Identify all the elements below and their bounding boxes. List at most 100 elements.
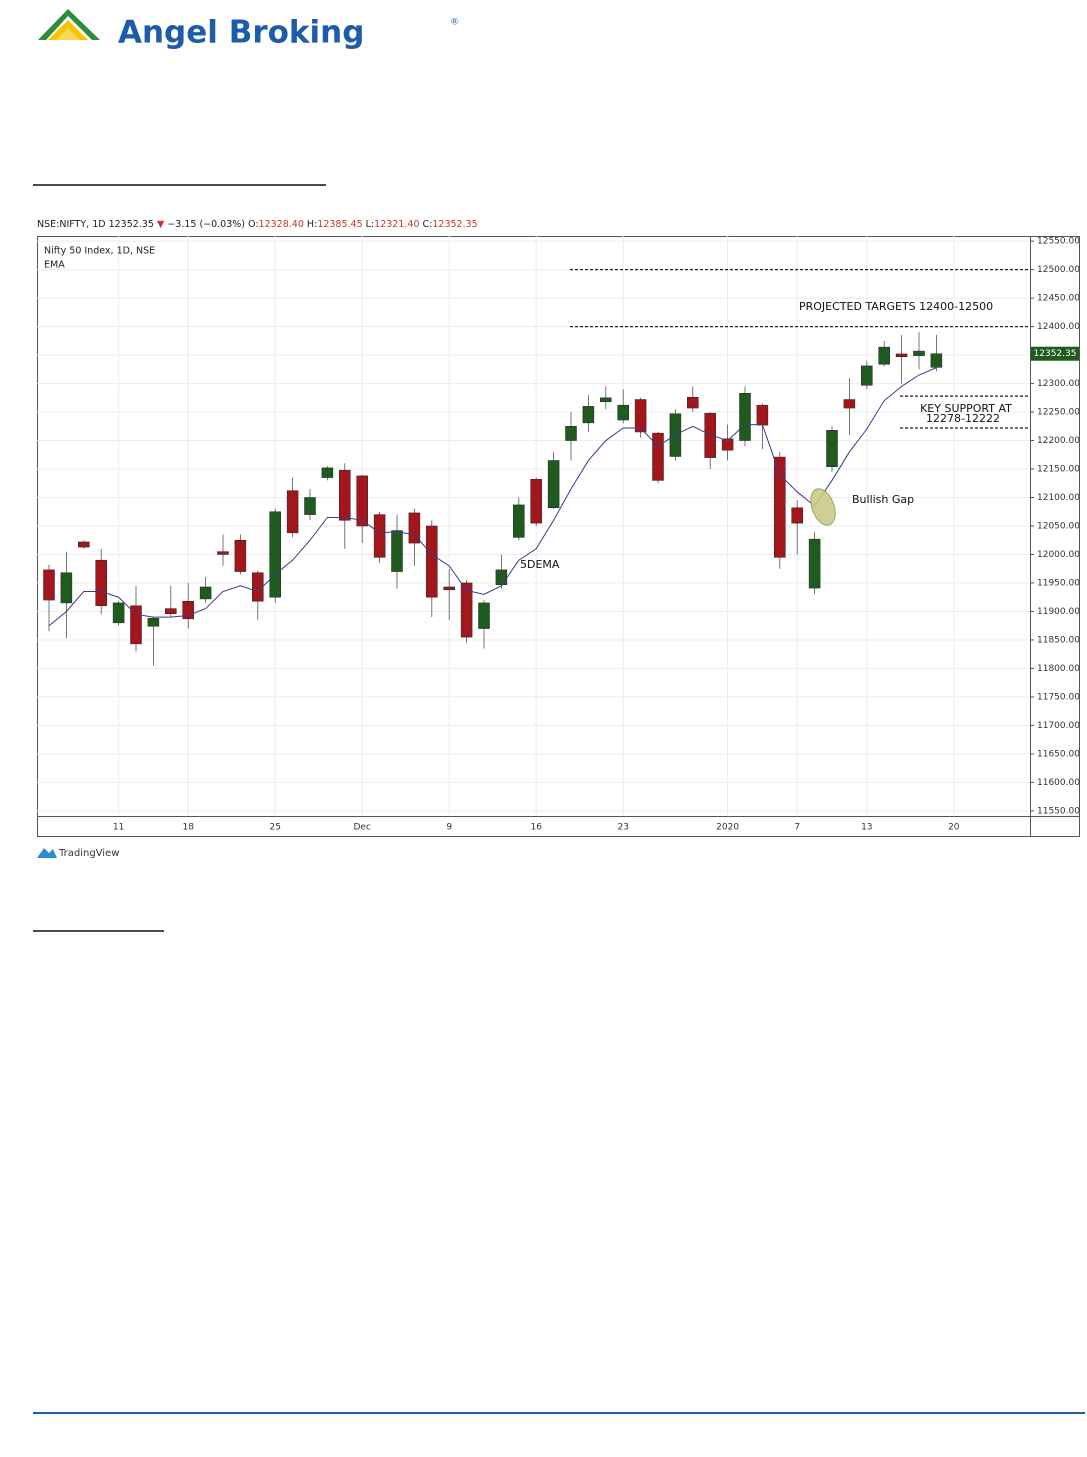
candle-body [721,438,734,451]
x-tick-label: 20 [948,823,960,833]
chart-frame [37,236,1080,837]
candle-body [252,572,264,602]
y-tick-label: 11650.00 [1037,749,1080,759]
last-price-label: 12352.35 [1034,349,1077,359]
y-tick-label: 12550.00 [1037,237,1080,247]
y-tick-label: 12250.00 [1037,408,1080,418]
y-tick-label: 12100.00 [1037,493,1080,503]
logo-text: Angel Broking [118,15,364,51]
attribution: TradingView [58,848,119,859]
o-label: O: [248,219,259,230]
candle-body [130,605,142,645]
candle-body [582,406,595,424]
y-tick-label: 11850.00 [1037,635,1080,645]
candle-body [687,396,699,409]
candle-body [478,602,490,629]
plot [43,268,1028,666]
candle-body [43,569,55,601]
price: 12352.35 [109,219,154,230]
y-tick-label: 12450.00 [1037,294,1080,304]
candle-body [217,551,229,555]
grid [37,236,1034,816]
candle-body [600,397,612,403]
candle-body [791,507,803,524]
candle-body [774,456,786,558]
y-tick-label: 11700.00 [1037,721,1080,731]
y-tick-label: 12200.00 [1037,436,1080,446]
x-tick-label: 16 [530,823,542,833]
annotation: PROJECTED TARGETS 12400-12500 [799,300,993,313]
tradingview-logo [37,848,57,858]
y-tick-label: 11750.00 [1037,692,1080,702]
candle-body [304,497,316,515]
x-tick-label: 11 [113,823,124,833]
candle-body [861,365,873,386]
down-arrow: ▼ [157,219,165,230]
candle-body [373,514,386,558]
annotation: KEY SUPPORT AT [920,402,1012,415]
y-tick-label: 12150.00 [1037,465,1080,475]
symbol: NSE:NIFTY, 1D [37,219,106,230]
candle-body [495,569,508,585]
chart-title: Nifty 50 Index, 1D, NSE [44,246,155,257]
ema-line [48,367,937,627]
x-tick-label: 2020 [716,823,739,833]
y-tick-label: 12500.00 [1037,265,1080,275]
x-tick-label: 25 [269,823,280,833]
legend-ema: EMA [44,260,65,271]
candle-body [408,512,421,544]
candle-body [930,353,943,368]
gap-highlight [810,488,836,526]
candle-body [269,511,281,598]
candle-body [165,608,177,614]
candle-body [739,392,751,441]
y-tick-label: 11900.00 [1037,607,1080,617]
candle-body [756,404,769,426]
candle-body [843,399,856,409]
candle-body [234,539,247,572]
annotation: 5DEMA [520,558,560,571]
candle-body [826,430,838,467]
x-tick-label: 18 [182,823,194,833]
candle-body [808,538,821,589]
logo [38,9,100,40]
candle-body [426,525,438,598]
y-tick-label: 11950.00 [1037,578,1080,588]
last-price-tag [1031,346,1079,361]
candle-body [182,600,194,620]
l-label: L: [366,219,375,230]
candle-body [617,404,629,421]
y-tick-label: 12400.00 [1037,322,1080,332]
candle-body [878,346,890,365]
candle-body [634,399,647,433]
y-tick-label: 12050.00 [1037,522,1080,532]
o-value: 12328.40 [259,219,304,230]
x-tick-label: 7 [794,823,800,833]
candle-body [704,412,716,458]
l-value: 12321.40 [374,219,419,230]
y-tick-label: 12000.00 [1037,550,1080,560]
candle-body [321,467,334,478]
x-tick-label: Dec [353,823,370,833]
candle-body [112,602,125,624]
quote-line: NSE:NIFTY, 1D 12352.35 ▼ −3.15 (−0.03%) … [37,219,478,230]
candle-body [147,618,160,627]
registered-mark: ® [450,18,459,28]
change: −3.15 (−0.03%) [167,219,245,230]
candle-body [199,586,212,600]
candle-body [391,530,403,572]
y-tick-label: 11800.00 [1037,664,1080,674]
c-label: C: [423,219,433,230]
candle-body [547,460,560,509]
x-tick-label: 13 [861,823,872,833]
candle-body [60,572,73,604]
candle-body [652,432,664,481]
y-tick-label: 11550.00 [1037,806,1080,816]
candle-body [895,353,908,358]
annotation: Bullish Gap [852,493,914,506]
candle-body [78,541,90,548]
candle-body [913,350,925,356]
c-value: 12352.35 [432,219,477,230]
candle-body [286,490,299,534]
